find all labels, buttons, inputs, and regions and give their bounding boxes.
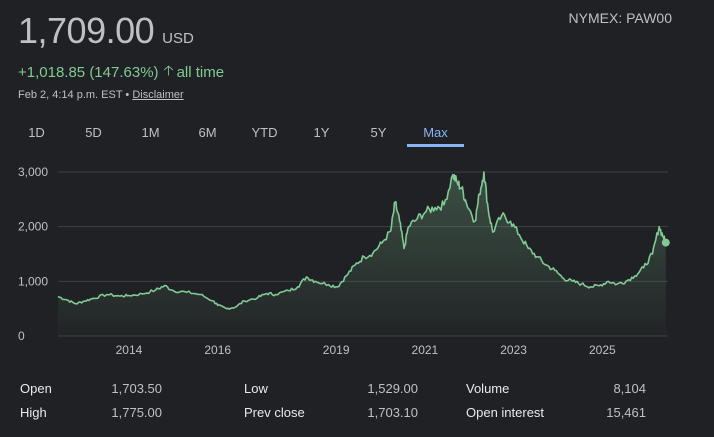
stat-value: 1,775.00 <box>111 405 162 420</box>
range-tabs: 1D 5D 1M 6M YTD 1Y 5Y Max <box>8 121 464 147</box>
price-change: +1,018.85 (147.63%) 🡡 all time <box>18 60 224 84</box>
tab-ytd[interactable]: YTD <box>251 125 278 140</box>
x-tick-label: 2021 <box>412 343 439 357</box>
price-line <box>57 171 667 310</box>
ticker-symbol: NYMEX: PAW00 <box>568 10 672 26</box>
tab-6m[interactable]: 6M <box>198 125 217 140</box>
meta-separator: • <box>125 89 130 101</box>
x-tick-label: 2025 <box>589 343 616 357</box>
currency-label: USD <box>162 30 194 47</box>
y-tick-label: 2,000 <box>18 220 48 234</box>
tab-max[interactable]: Max <box>407 121 464 147</box>
y-tick-label: 0 <box>18 329 25 343</box>
stat-value: 15,461 <box>606 405 646 420</box>
y-tick-label: 3,000 <box>18 165 48 179</box>
tab-1y[interactable]: 1Y <box>313 125 330 140</box>
change-period: all time <box>176 63 225 81</box>
disclaimer-link[interactable]: Disclaimer <box>132 89 184 101</box>
stat-label: Prev close <box>244 405 305 420</box>
price-area-fill <box>58 172 666 336</box>
stat-value: 1,529.00 <box>367 381 418 396</box>
stat-value: 8,104 <box>613 381 646 396</box>
stat-label: Low <box>244 381 268 396</box>
stat-label: Open <box>20 381 52 396</box>
price-chart[interactable]: 3,000 2,000 1,000 0 2014 2016 2019 2021 2023 2025 <box>0 160 714 360</box>
stat-label: High <box>20 405 47 420</box>
tab-1m[interactable]: 1M <box>141 125 160 140</box>
stat-label: Open interest <box>466 405 545 420</box>
change-value: +1,018.85 (147.63%) <box>18 63 159 81</box>
x-tick-label: 2019 <box>323 343 350 357</box>
tab-5d[interactable]: 5D <box>85 125 102 140</box>
x-tick-label: 2023 <box>500 343 527 357</box>
last-price-marker <box>661 238 670 247</box>
y-tick-label: 1,000 <box>18 274 48 288</box>
timestamp: Feb 2, 4:14 p.m. EST <box>18 89 123 101</box>
x-tick-label: 2016 <box>204 343 231 357</box>
arrow-up-icon: 🡡 <box>163 62 174 78</box>
tab-1d[interactable]: 1D <box>28 125 45 140</box>
stat-label: Volume <box>466 381 510 396</box>
quote-meta: Feb 2, 4:14 p.m. EST • Disclaimer <box>18 89 184 101</box>
tab-5y[interactable]: 5Y <box>370 125 387 140</box>
stat-value: 1,703.50 <box>111 381 162 396</box>
stat-value: 1,703.10 <box>367 405 418 420</box>
x-tick-label: 2014 <box>116 343 143 357</box>
current-price: 1,709.00 <box>18 10 155 51</box>
price-header: 1,709.00 USD <box>18 10 194 52</box>
